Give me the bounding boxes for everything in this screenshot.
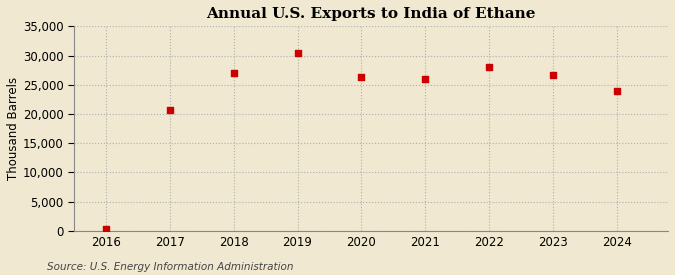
Point: [612, 89, 622, 94]
Point: [356, 75, 367, 79]
Point: [101, 227, 111, 231]
Point: [420, 77, 431, 82]
Point: [292, 50, 303, 55]
Title: Annual U.S. Exports to India of Ethane: Annual U.S. Exports to India of Ethane: [207, 7, 536, 21]
Point: [547, 73, 558, 77]
Point: [164, 108, 175, 112]
Point: [484, 65, 495, 69]
Point: [228, 71, 239, 75]
Y-axis label: Thousand Barrels: Thousand Barrels: [7, 77, 20, 180]
Text: Source: U.S. Energy Information Administration: Source: U.S. Energy Information Administ…: [47, 262, 294, 272]
